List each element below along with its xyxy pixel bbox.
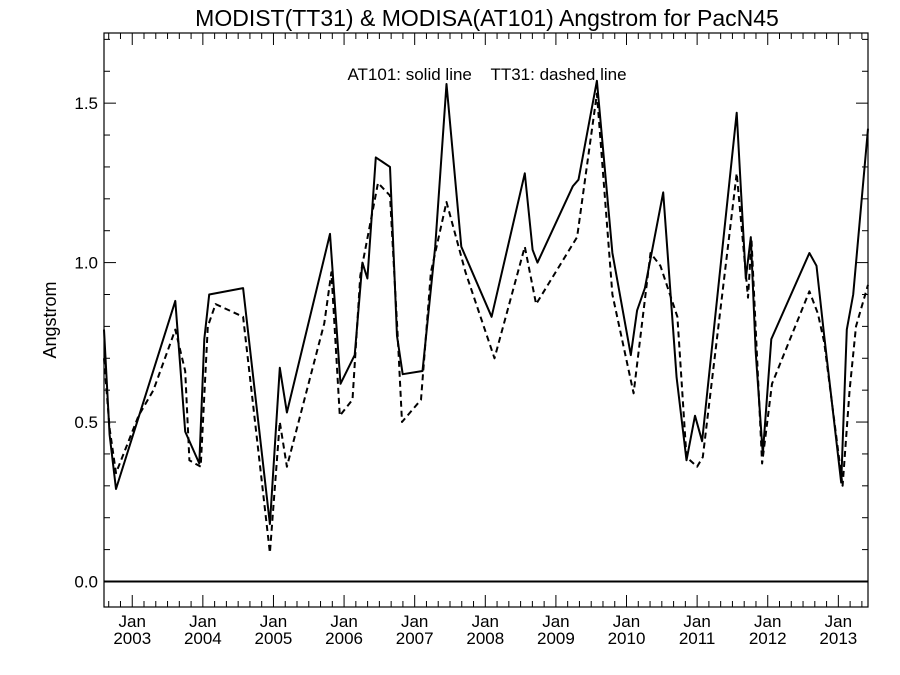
axes: 0.00.51.01.5Jan2003Jan2004Jan2005Jan2006… — [74, 32, 869, 648]
x-tick-year: 2013 — [819, 629, 857, 648]
x-tick-month: Jan — [825, 612, 852, 631]
x-tick-month: Jan — [119, 612, 146, 631]
x-tick-year: 2005 — [255, 629, 293, 648]
x-tick-year: 2012 — [749, 629, 787, 648]
x-tick-year: 2010 — [608, 629, 646, 648]
y-tick-label: 0.5 — [74, 413, 98, 432]
x-tick-year: 2003 — [113, 629, 151, 648]
x-tick-month: Jan — [542, 612, 569, 631]
series-annotation: AT101: solid line TT31: dashed line — [347, 65, 626, 84]
y-tick-label: 1.5 — [74, 94, 98, 113]
x-tick-month: Jan — [330, 612, 357, 631]
plot-frame — [103, 32, 869, 608]
series-line-at101 — [103, 79, 869, 526]
x-tick-year: 2011 — [679, 629, 716, 648]
x-tick-year: 2008 — [466, 629, 504, 648]
x-tick-month: Jan — [472, 612, 499, 631]
x-tick-month: Jan — [260, 612, 287, 631]
x-tick-month: Jan — [613, 612, 640, 631]
x-tick-month: Jan — [189, 612, 216, 631]
x-tick-year: 2006 — [325, 629, 363, 648]
y-axis-label: Angstrom — [40, 281, 60, 358]
series-line-tt31 — [103, 92, 869, 554]
series-layer — [103, 79, 869, 554]
x-tick-year: 2007 — [396, 629, 434, 648]
chart-title: MODIST(TT31) & MODISA(AT101) Angstrom fo… — [195, 5, 779, 31]
x-tick-month: Jan — [401, 612, 428, 631]
x-tick-year: 2009 — [537, 629, 575, 648]
x-tick-month: Jan — [683, 612, 710, 631]
x-tick-month: Jan — [754, 612, 781, 631]
y-tick-label: 1.0 — [74, 254, 98, 273]
y-tick-label: 0.0 — [74, 572, 98, 591]
x-tick-year: 2004 — [184, 629, 222, 648]
